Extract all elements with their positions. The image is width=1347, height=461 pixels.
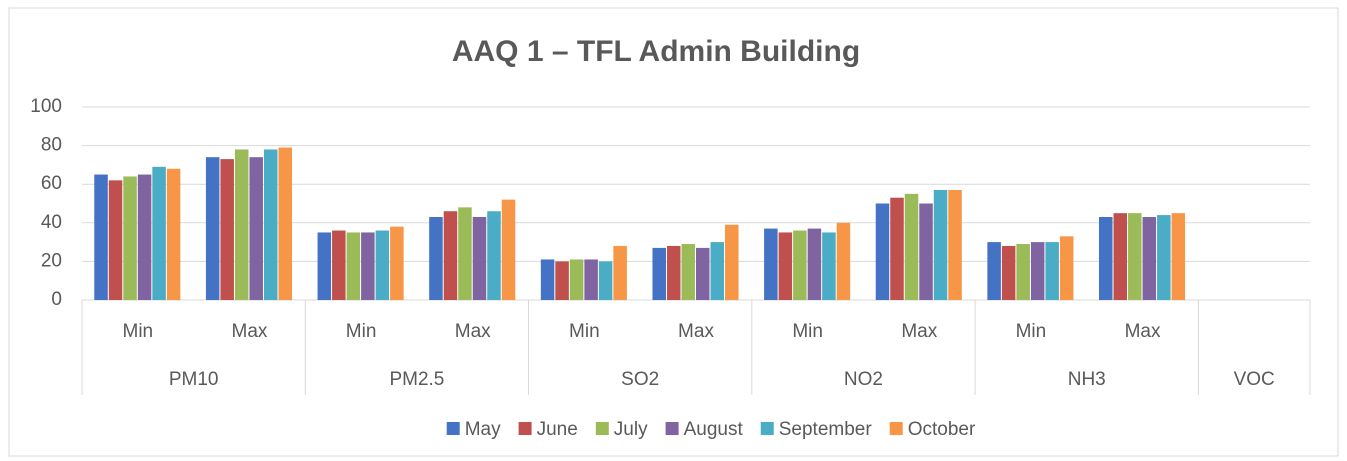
bar [1001,245,1016,300]
legend-label: May [465,419,501,440]
bar [666,245,681,300]
bar [987,242,1001,300]
x-tick-label: Min [1016,321,1047,342]
x-tick-label: Min [792,321,823,342]
chart-title: AAQ 1 – TFL Admin Building [452,35,860,68]
bar [1099,217,1113,300]
bar [904,193,919,300]
bar [764,228,778,300]
bar [249,157,263,300]
y-tick-label: 100 [30,96,62,117]
bar [778,232,793,300]
x-group-label: PM10 [169,369,219,390]
bar [278,147,292,300]
x-tick-label: Max [901,321,937,342]
x-tick-label: Max [678,321,714,342]
bar [263,149,278,300]
bar [613,245,627,300]
x-tick-label: Min [123,321,154,342]
bar [948,189,962,300]
legend-label: August [684,419,744,440]
bar [875,203,890,300]
bar [152,166,166,300]
bar [1045,242,1059,300]
bar [681,244,695,300]
legend-label: June [537,419,578,440]
x-tick-label: Max [455,321,491,342]
bar [487,211,501,300]
bar [710,242,725,300]
bar [725,224,739,300]
legend-swatch [518,422,532,435]
x-group-label: PM2.5 [389,369,444,390]
bar [332,230,346,300]
bar [652,247,666,300]
x-group-label: NH3 [1068,369,1106,390]
bar [472,217,487,300]
x-tick-label: Max [1125,321,1161,342]
x-group-label: NO2 [844,369,883,390]
y-tick-label: 40 [41,212,62,233]
bar [317,232,332,300]
bar [94,174,108,300]
x-tick-label: Max [232,321,268,342]
bar [501,199,516,300]
bar [1113,213,1128,300]
bar [108,180,123,300]
y-tick-label: 60 [41,173,62,194]
bar [137,174,152,300]
bar [205,157,220,300]
bar [1157,215,1171,300]
bar [555,261,569,300]
bar [584,259,598,300]
bar [598,261,613,300]
y-tick-label: 0 [51,289,62,310]
bar [458,207,472,300]
legend-swatch [595,422,609,435]
legend-label: October [908,419,976,440]
x-group-label: SO2 [621,369,659,390]
bar [1171,213,1186,300]
bar [123,176,137,300]
bar [375,230,390,300]
bar [933,189,948,300]
legend-swatch [889,422,903,435]
y-tick-label: 80 [41,135,62,156]
bar [1128,213,1142,300]
bar [696,247,710,300]
bar [1016,244,1030,300]
bar [443,211,458,300]
bar [836,222,851,300]
bar [793,230,807,300]
legend-swatch [446,422,460,435]
x-tick-label: Min [346,321,377,342]
bar [1030,242,1045,300]
legend-swatch [760,422,774,435]
bar [822,232,836,300]
y-tick-label: 20 [41,250,62,271]
bar [540,259,555,300]
legend-label: July [614,419,648,440]
bar [234,149,249,300]
x-group-label: VOC [1234,369,1275,390]
bar [569,259,584,300]
bar [1142,217,1157,300]
bar [890,197,904,300]
bar [390,226,404,300]
bar [1059,236,1074,300]
bar [220,159,234,300]
bar [919,203,933,300]
x-tick-label: Min [569,321,600,342]
bar [429,217,443,300]
bar [807,228,822,300]
bar [361,232,375,300]
legend-label: September [779,419,873,440]
bar [346,232,361,300]
legend-swatch [665,422,679,435]
bar [166,168,181,300]
